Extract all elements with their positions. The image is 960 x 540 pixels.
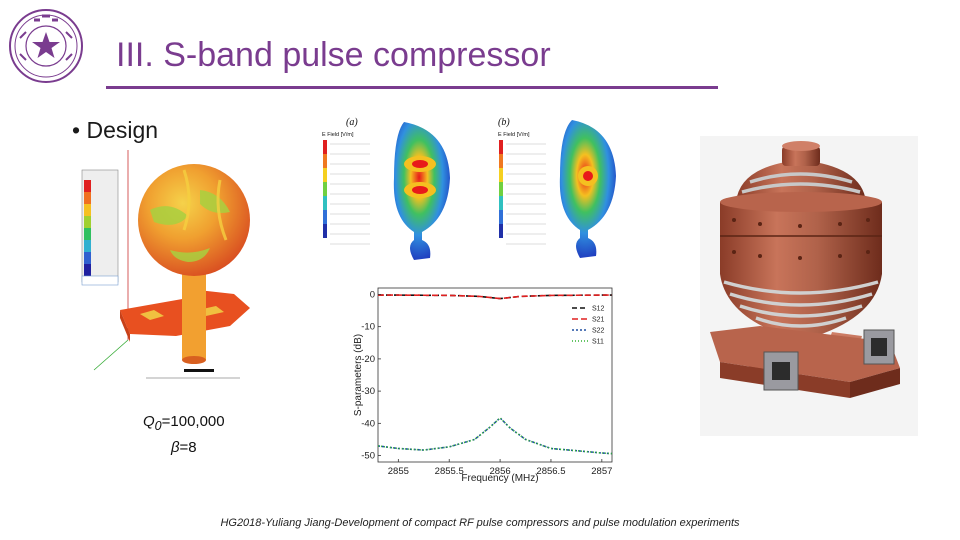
design-parameters: Q0=100,000 β=8 [143, 411, 225, 458]
plot-area [377, 287, 613, 463]
bullet-design: • Design [72, 117, 158, 144]
colorbar-a [323, 140, 327, 238]
panel-b-label: (b) [498, 117, 510, 128]
series-line-s22 [377, 416, 613, 455]
field-title-a: E Field [V/m] [322, 132, 354, 138]
cavity-simulation-image [80, 150, 308, 382]
title-underline [106, 86, 718, 89]
bullet-label: Design [86, 117, 159, 143]
y-tick-label: -10 [361, 322, 375, 333]
beta-parameter: β=8 [170, 439, 197, 456]
legend-label: S22 [592, 328, 605, 335]
x-tick-label: 2855 [388, 466, 409, 477]
y-tick-label: -30 [361, 386, 375, 397]
field-distribution-image: (a) (b) E Field [V/m] E Field [V/m] [322, 112, 618, 272]
x-axis-label: Frequency (MHz) [461, 473, 538, 484]
y-tick-label: -50 [361, 451, 375, 462]
university-seal-logo [9, 9, 83, 83]
colorbar-b [499, 140, 503, 238]
x-tick-label: 2855.5 [435, 466, 464, 477]
x-tick-label: 2857 [591, 466, 612, 477]
footer-citation: HG2018-Yuliang Jiang-Development of comp… [220, 517, 740, 529]
legend-label: S21 [592, 317, 605, 324]
panel-a-label: (a) [346, 117, 358, 128]
y-tick-label: 0 [370, 289, 375, 300]
legend-label: S11 [592, 339, 604, 346]
y-axis-label: S-parameters (dB) [353, 334, 364, 416]
x-tick-label: 2856.5 [536, 466, 565, 477]
s-parameter-chart: 0 -10 -20 -30 -40 -50 2855 2855.5 2856 2856.5 2857… [353, 287, 613, 484]
y-tick-label: -40 [361, 418, 375, 429]
field-title-b: E Field [V/m] [498, 132, 530, 138]
page-title: III. S-band pulse compressor [116, 36, 551, 74]
y-tick-label: -20 [361, 354, 375, 365]
x-tick-label: 2856 [490, 466, 511, 477]
q0-parameter: Q0=100,000 [143, 413, 225, 433]
series-line-s21 [378, 294, 612, 300]
bullet-dot: • [72, 117, 81, 143]
colorbar [84, 180, 91, 276]
pulse-compressor-3d-model [700, 136, 918, 436]
legend-label: S12 [592, 306, 605, 313]
